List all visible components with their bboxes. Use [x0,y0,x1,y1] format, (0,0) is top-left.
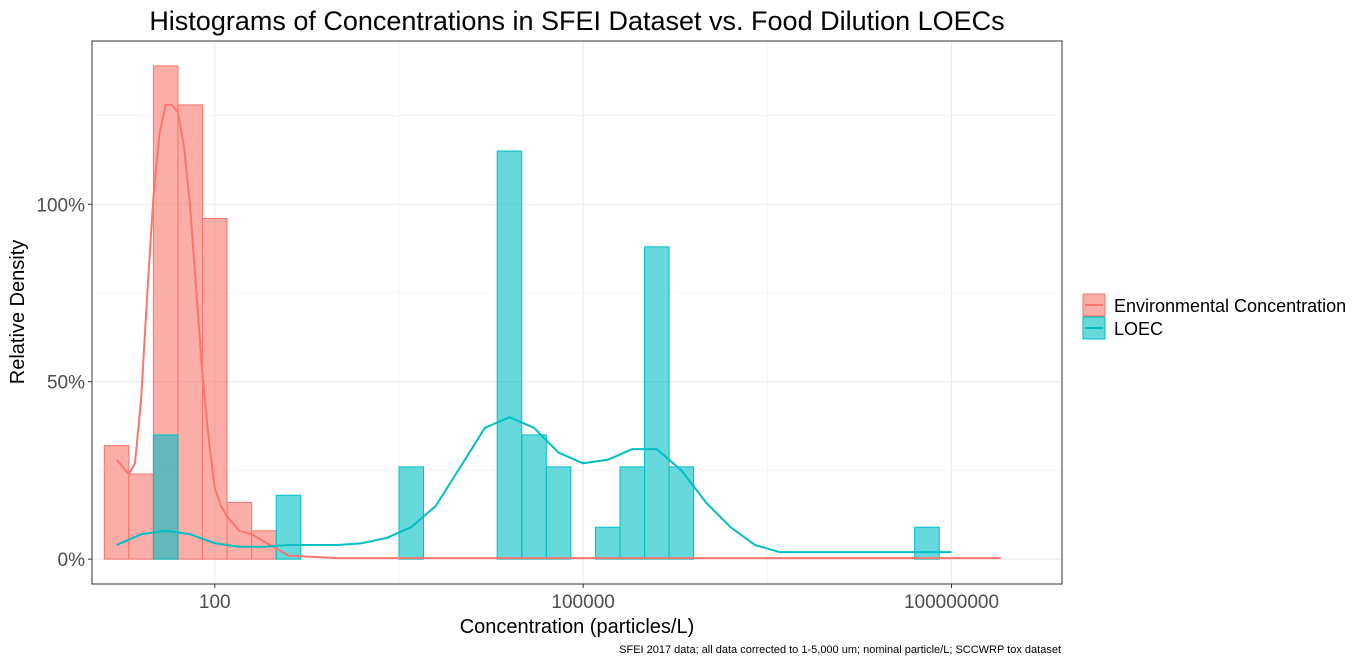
chart-title: Histograms of Concentrations in SFEI Dat… [149,6,1004,36]
legend-label-environmental-concentration: Environmental Concentration [1114,296,1346,316]
bar-loec [496,150,523,560]
y-tick-label: 100% [36,195,85,216]
legend: Environmental Concentration LOEC [1082,293,1346,340]
bar-loec [275,494,302,560]
bars-loec [152,150,940,560]
x-tick-label: 100000 [551,592,614,613]
bar-loec [152,434,179,560]
y-axis-title: Relative Density [7,240,29,385]
chart-caption: SFEI 2017 data; all data corrected to 1-… [619,644,1061,656]
bar-loec [521,434,547,560]
bar-loec [619,466,646,560]
bar-loec [594,526,621,560]
density-curve-loec [116,416,952,554]
bar-loec [545,466,572,560]
x-tick-label: 100 [199,592,231,613]
plot-panel-border [91,40,1063,585]
x-tick-label: 100000000 [904,592,999,613]
y-tick-label: 0% [58,550,86,571]
bar-environmental-concentration [202,217,228,560]
x-axis-title: Concentration (particles/L) [460,616,695,638]
bar-environmental-concentration [128,473,154,560]
bar-loec [398,466,425,560]
bar-loec [644,246,670,560]
bar-environmental-concentration [251,530,277,560]
bar-environmental-concentration [103,445,130,560]
density-curve-environmental-concentration [115,103,1001,560]
density-curves [115,103,1001,560]
x-axis-ticks: 100 100000 100000000 [199,584,999,613]
y-tick-label: 50% [47,373,85,394]
y-axis-ticks: 0% 50% 100% [36,195,92,571]
bars-environmental-concentration [103,65,277,560]
bar-loec [914,526,940,560]
legend-label-loec: LOEC [1114,319,1163,339]
